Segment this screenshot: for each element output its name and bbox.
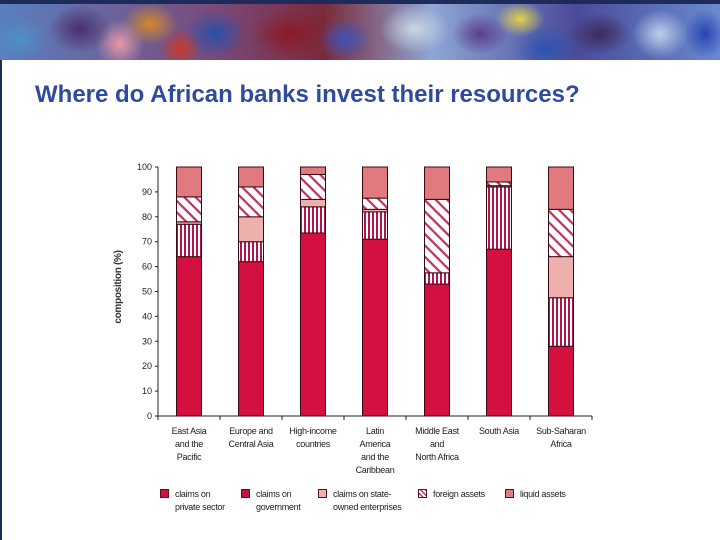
x-tick-label: High-income countries [289, 426, 337, 449]
bar-segment [362, 238, 388, 417]
x-tick-label: South Asia [478, 426, 520, 436]
bar-high-income-countries [300, 166, 326, 417]
bar-segment [548, 166, 574, 210]
bar-segment [300, 173, 326, 200]
bar-segment [548, 345, 574, 417]
legend-item: claims on private sector [160, 488, 225, 514]
bar-segment [300, 198, 326, 208]
legend-label: claims on state-owned enterprises [333, 489, 402, 512]
bar-segment [362, 211, 388, 240]
bar-segment [424, 198, 450, 274]
bar-segment [238, 186, 264, 218]
bar-segment [238, 261, 264, 417]
y-tick-label: 50 [142, 287, 152, 297]
bar-latin-america-and-the-caribbean [362, 166, 388, 417]
bar-segment [548, 208, 574, 258]
bar-segment [486, 248, 512, 417]
bar-segment [362, 166, 388, 199]
legend-swatch [418, 489, 427, 498]
x-tick-label: Middle East and North Africa [415, 426, 459, 462]
legend-label: claims on government [256, 489, 301, 512]
y-tick-label: 0 [147, 411, 152, 421]
legend-item: claims on government [241, 488, 301, 514]
legend-label: foreign assets [433, 489, 485, 499]
bar-segment [424, 283, 450, 417]
y-tick-label: 60 [142, 262, 152, 272]
bar-segment [424, 272, 450, 285]
bar-segment [486, 186, 512, 250]
y-tick-label: 40 [142, 311, 152, 321]
bar-segment [548, 297, 574, 347]
bar-segment [238, 166, 264, 188]
bar-middle-east-and-north-africa [424, 166, 450, 417]
bar-segment [300, 166, 326, 175]
bar-segment [424, 166, 450, 200]
header-banner-painting [0, 0, 720, 60]
legend-swatch [318, 489, 327, 498]
bar-segment [238, 216, 264, 243]
bar-segment [300, 232, 326, 417]
bar-south-asia [486, 166, 512, 417]
x-tick-label: East Asia and the Pacific [171, 426, 207, 462]
slide-title: Where do African banks invest their reso… [35, 81, 580, 108]
bar-segment [300, 206, 326, 234]
legend-item: foreign assets [418, 488, 485, 501]
legend-swatch [241, 489, 250, 498]
x-tick-label: Latin America and the Caribbean [355, 426, 395, 475]
left-border-rule [0, 60, 2, 540]
y-tick-label: 90 [142, 187, 152, 197]
y-tick-label: 30 [142, 336, 152, 346]
bar-europe-and-central-asia [238, 166, 264, 417]
legend-item: claims on state-owned enterprises [318, 488, 402, 514]
y-axis-title: composition (%) [113, 250, 124, 324]
y-tick-label: 20 [142, 361, 152, 371]
bar-segment [362, 197, 388, 210]
legend-swatch [160, 489, 169, 498]
bar-segment [238, 241, 264, 263]
legend-label: liquid assets [520, 489, 566, 499]
bar-east-asia-and-the-pacific [176, 166, 202, 417]
y-tick-label: 100 [137, 162, 152, 172]
bar-segment [486, 166, 512, 183]
bar-segment [176, 256, 202, 417]
bar-segment [176, 223, 202, 258]
legend-label: claims on private sector [175, 489, 225, 512]
bar-segment [176, 196, 202, 223]
bar-segment [486, 181, 512, 187]
y-tick-label: 70 [142, 237, 152, 247]
bar-segment [176, 166, 202, 198]
bar-segment [548, 256, 574, 299]
y-tick-label: 80 [142, 212, 152, 222]
bar-sub-saharan-africa [548, 166, 574, 417]
legend-swatch [505, 489, 514, 498]
legend-item: liquid assets [505, 488, 566, 501]
y-tick-label: 10 [142, 386, 152, 396]
x-tick-label: Sub-Saharan Africa [536, 426, 586, 449]
x-tick-label: Europe and Central Asia [228, 426, 274, 449]
